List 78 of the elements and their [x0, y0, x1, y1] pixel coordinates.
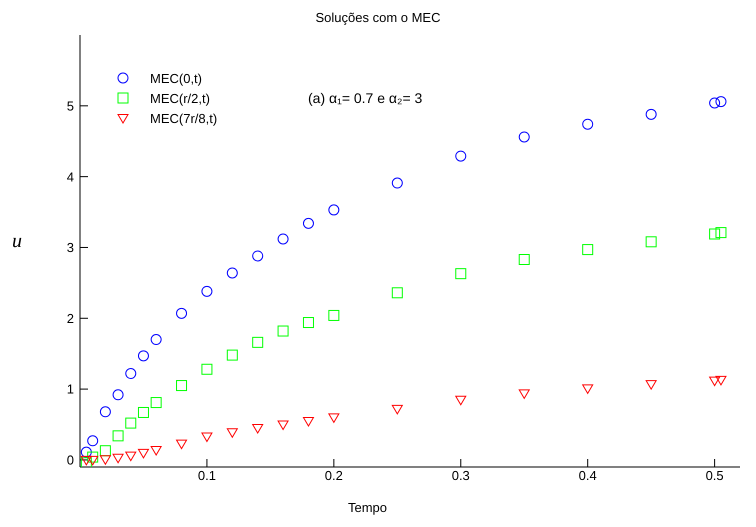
- point: [302, 416, 314, 426]
- point: [455, 396, 466, 406]
- point: [582, 118, 594, 130]
- point: [392, 178, 403, 189]
- point: [112, 389, 124, 400]
- point: [176, 380, 188, 392]
- point: [150, 446, 162, 456]
- point: [252, 250, 264, 262]
- y-tick-label: 5: [66, 98, 74, 114]
- point: [201, 286, 212, 297]
- x-tick-label: 0.4: [578, 468, 597, 484]
- x-tick-label: 0.2: [324, 468, 343, 484]
- point: [278, 233, 289, 244]
- point: [176, 440, 188, 450]
- annotation: (a) α₁= 0.7 e α₂= 3: [308, 90, 422, 106]
- point: [125, 418, 136, 429]
- x-axis-title: Tempo: [348, 500, 388, 515]
- y-tick-label: 1: [66, 382, 74, 397]
- y-tick-label: 0: [66, 452, 74, 468]
- point: [87, 435, 98, 446]
- point: [709, 376, 720, 386]
- point: [201, 364, 212, 375]
- point: [328, 413, 340, 423]
- legend-label: MEC(0,t): [150, 70, 202, 86]
- point: [455, 150, 466, 162]
- point: [518, 389, 530, 399]
- point: [138, 406, 149, 418]
- point: [328, 310, 340, 321]
- point: [100, 455, 111, 465]
- legend-label: MEC(r/2,t): [150, 90, 210, 106]
- point: [646, 380, 657, 390]
- y-tick-label: 4: [66, 169, 74, 184]
- y-tick-label: 3: [66, 240, 74, 256]
- point: [582, 384, 594, 394]
- chart-title: Soluções com o MEC: [314, 10, 442, 25]
- point: [201, 432, 212, 442]
- point: [125, 368, 136, 380]
- point: [226, 350, 238, 361]
- point: [150, 397, 162, 408]
- x-tick-label: 0.3: [452, 468, 470, 484]
- point: [302, 317, 314, 328]
- point: [709, 228, 720, 240]
- point: [252, 336, 264, 348]
- point: [176, 308, 188, 319]
- point: [328, 204, 340, 216]
- point: [100, 406, 111, 418]
- point: [226, 428, 238, 438]
- point: [125, 452, 136, 462]
- point: [646, 108, 657, 120]
- point: [138, 448, 149, 458]
- point: [392, 404, 403, 414]
- point: [87, 452, 98, 463]
- point: [302, 218, 314, 229]
- point: [392, 287, 403, 298]
- legend-label: MEC(7r/8,t): [150, 110, 218, 126]
- point: [715, 376, 726, 386]
- point: [226, 267, 238, 278]
- point: [278, 326, 289, 337]
- point: [582, 244, 594, 256]
- y-axis-title: u: [12, 230, 22, 253]
- point: [150, 334, 162, 346]
- point: [252, 424, 264, 434]
- point: [709, 97, 720, 108]
- point: [87, 456, 98, 466]
- point: [715, 96, 726, 108]
- x-tick-label: 0.5: [706, 468, 724, 484]
- point: [112, 430, 124, 442]
- point: [715, 227, 726, 238]
- point: [455, 268, 466, 280]
- point: [138, 350, 149, 362]
- point: [646, 236, 657, 248]
- y-tick-label: 2: [66, 310, 74, 326]
- point: [518, 254, 530, 265]
- point: [278, 420, 289, 430]
- point: [518, 131, 530, 142]
- x-tick-label: 0.1: [198, 468, 216, 484]
- point: [80, 446, 92, 458]
- point: [112, 454, 124, 464]
